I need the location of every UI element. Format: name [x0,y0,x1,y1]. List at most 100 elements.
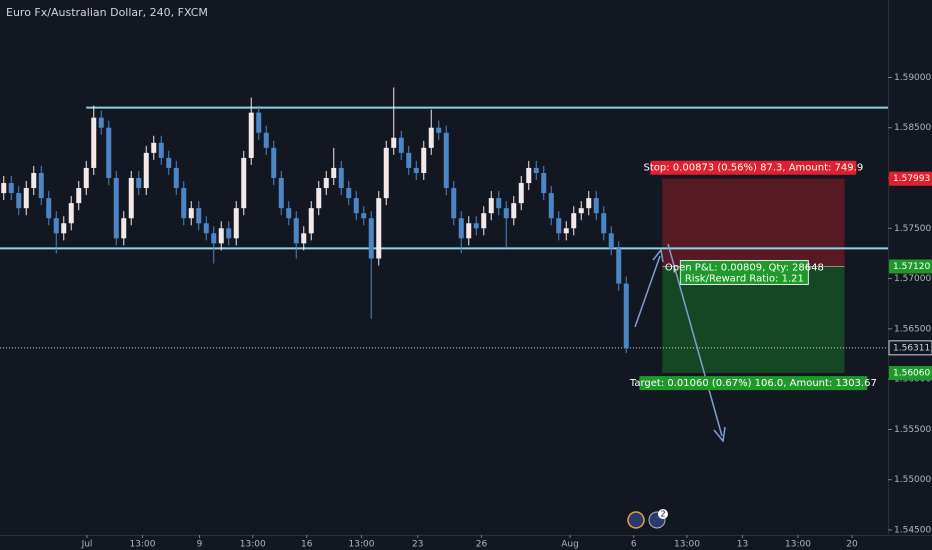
x-tick-label: 13:00 [349,540,375,550]
last-price-tag: 1.56311 [893,343,930,353]
candle-body [293,218,299,244]
candle-body [413,167,419,173]
x-tick-label: 26 [476,540,488,550]
x-tick-label: Jul [81,540,93,550]
candle-body [473,223,479,229]
candle-body [376,198,382,259]
candle-body [211,233,217,244]
candle-body [308,208,314,234]
candle-body [466,223,472,239]
candle-body [571,213,577,229]
candle-body [368,218,374,259]
x-tick-label: 23 [412,540,423,550]
event-icon[interactable] [627,511,645,529]
candle-body [608,233,614,249]
candle-body [8,183,14,194]
candle-body [16,193,22,209]
candle-body [151,142,157,153]
price-tag: 1.56060 [893,369,930,379]
price-tag-bg [889,366,932,381]
candle-body [106,127,112,178]
candle-body [436,127,442,133]
target-label: Target: 0.01060 (0.67%) 106.0, Amount: 1… [629,378,877,389]
candle-body [421,147,427,173]
entry-label: Risk/Reward Ratio: 1.21 [685,273,804,284]
candle-body [181,188,187,219]
plot [0,87,888,374]
candle-body [203,223,209,234]
candle-body [218,228,224,244]
arrow-head [652,248,664,263]
candle-body [226,228,232,239]
y-tick-label: 1.56500 [894,324,931,334]
candle-body [593,198,599,214]
x-tick-label: 13:00 [785,540,811,550]
y-tick-label: 1.55000 [894,475,931,485]
candle-body [331,167,337,178]
candle-body [518,183,524,204]
y-tick-label: 1.57000 [894,274,931,284]
candle-body [31,172,37,189]
y-tick-label: 1.59000 [894,73,931,83]
candle-body [406,152,412,168]
target-label-bg [639,376,868,391]
candle-body [188,208,194,219]
candle-body [301,233,307,244]
candle-body [541,172,547,194]
candle-body [173,167,179,189]
x-tick-label: 13:00 [674,540,700,550]
candle-body [158,142,164,158]
price-tag: 1.57993 [893,174,930,184]
candle-body [1,183,7,194]
event-badge-count: 2 [660,510,665,519]
x-tick-label: 9 [197,540,203,550]
arrow [634,255,661,328]
candle-body [23,188,29,209]
candle-body [346,188,352,199]
candle-body [248,112,254,158]
last-price-tag-bg [888,340,932,356]
candle-body [458,218,464,239]
arrow-head [713,426,726,443]
candle-body [61,223,67,234]
x-tick-label: 16 [301,540,313,550]
candle-body [121,218,127,239]
candle-body [166,157,172,168]
price-tag-bg [889,171,932,186]
candle-body [361,213,367,219]
stop-label-bg [650,160,857,175]
candle-body [91,117,97,168]
candle-body [451,188,457,219]
candle-body [398,137,404,153]
candle-body [383,147,389,199]
candle-body [496,198,502,209]
y-tick-label: 1.57500 [894,224,931,234]
y-tick-label: 1.58500 [894,123,931,133]
candle-body [601,213,607,234]
chart-title: Euro Fx/Australian Dollar, 240, FXCM [6,6,208,19]
candle-body [623,283,629,348]
y-tick-label: 1.54500 [894,525,931,535]
x-tick-label: Aug [561,540,579,550]
x-tick-label: 13:00 [130,540,156,550]
candle-body [76,188,82,204]
candle-body [196,208,202,224]
candle-body [503,208,509,219]
candle-body [481,213,487,229]
candle-body [578,208,584,214]
candle-body [338,167,344,189]
candle-body [391,137,397,148]
candle-body [83,167,89,189]
candle-body [271,147,277,178]
event-badge [658,509,668,519]
candle-body [316,188,322,209]
entry-label: Open P&L: 0.00809, Qty: 28648 [665,262,824,273]
candle-body [286,208,292,219]
candle-body [263,132,269,148]
candle-body [556,218,562,234]
candle-body [548,193,554,219]
x-tick-label: 20 [846,540,858,550]
candle-body [443,132,449,189]
candle-body [488,198,494,214]
